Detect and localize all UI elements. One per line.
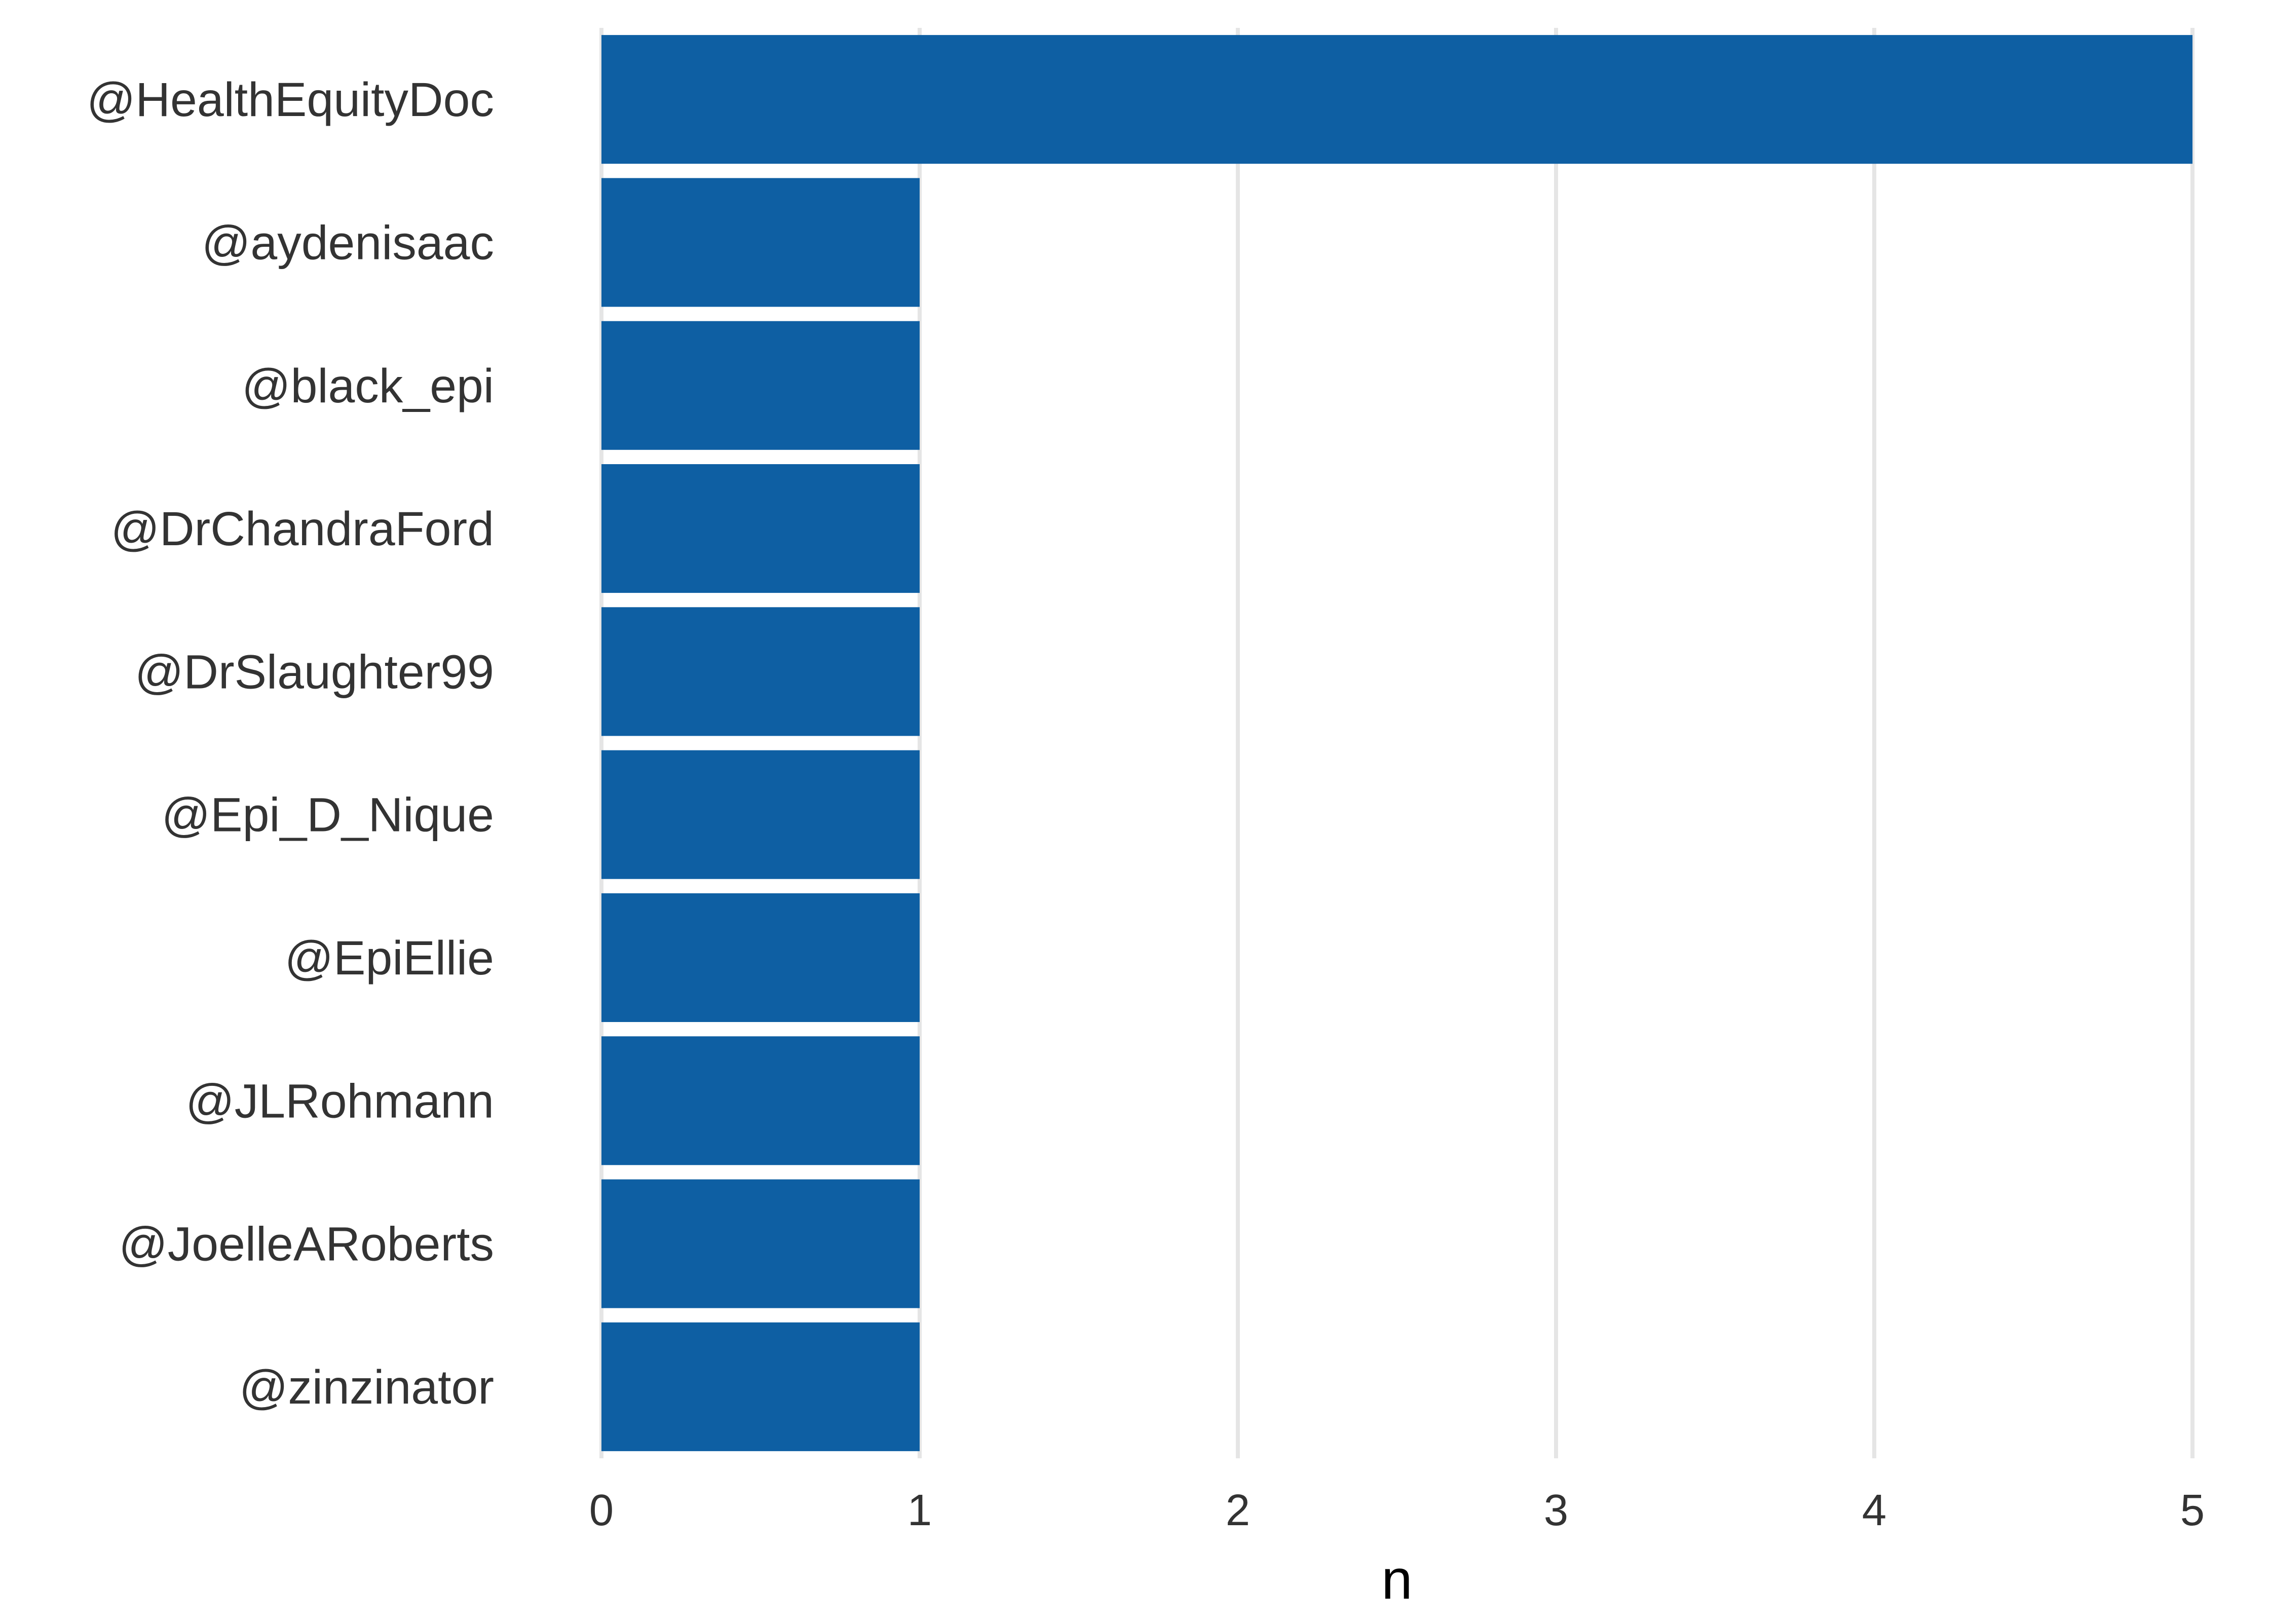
bars xyxy=(601,35,2192,1451)
bar xyxy=(601,1179,920,1308)
category-label: @Epi_D_Nique xyxy=(162,788,494,842)
category-label: @JLRohmann xyxy=(185,1074,494,1128)
x-tick-label: 5 xyxy=(2180,1486,2205,1535)
bar xyxy=(601,1036,920,1165)
category-label: @zinzinator xyxy=(239,1361,494,1414)
x-axis-title: n xyxy=(1381,1549,1412,1611)
bar xyxy=(601,607,920,736)
bar xyxy=(601,178,920,307)
x-tick-label: 2 xyxy=(1226,1486,1250,1535)
x-tick-label: 3 xyxy=(1544,1486,1568,1535)
y-axis-labels: @HealthEquityDoc @aydenisaac @black_epi @Dr… xyxy=(87,73,494,1414)
category-label: @black_epi xyxy=(242,359,494,413)
x-axis-ticks: 0 1 2 3 4 5 xyxy=(589,1486,2205,1535)
x-tick-label: 4 xyxy=(1862,1486,1886,1535)
category-label: @EpiEllie xyxy=(285,931,494,985)
category-label: @aydenisaac xyxy=(202,216,494,270)
category-label: @DrSlaughter99 xyxy=(135,645,494,699)
bar xyxy=(601,35,2192,164)
category-label: @DrChandraFord xyxy=(111,502,494,556)
bar xyxy=(601,1322,920,1451)
x-tick-label: 1 xyxy=(907,1486,932,1535)
bar xyxy=(601,321,920,450)
bar xyxy=(601,750,920,879)
category-label: @HealthEquityDoc xyxy=(87,73,494,127)
bar xyxy=(601,893,920,1022)
category-label: @JoelleARoberts xyxy=(119,1218,494,1271)
bar xyxy=(601,464,920,593)
x-tick-label: 0 xyxy=(589,1486,614,1535)
